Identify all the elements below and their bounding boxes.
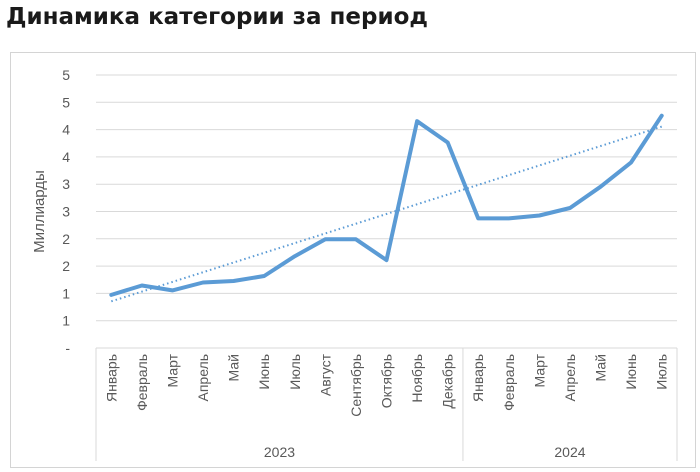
series-group [109,113,664,297]
y-tick-label: 2 [62,258,70,274]
x-tick-label: Май [593,354,609,381]
x-tick-label: Декабрь [440,354,456,409]
x-tick-label: Июнь [623,354,639,390]
page-title: Динамика категории за период [6,4,428,30]
x-tick-label: Июнь [256,354,272,390]
line-chart: - 1 1 2 2 3 3 4 4 5 5 Миллиарды Январь Февраль Март А… [31,67,678,461]
x-tick-label: Март [164,353,180,387]
y-tick-label: 5 [62,94,70,110]
y-tick-label: - [65,340,70,356]
y-axis-tick-labels: - 1 1 2 2 3 3 4 4 5 5 [62,67,70,356]
y-tick-label: 2 [62,231,70,247]
x-tick-label: Июль [654,354,670,390]
year-label: 2023 [264,444,295,460]
x-tick-label: Май [226,354,242,381]
y-tick-label: 1 [62,313,70,329]
y-tick-label: 4 [62,149,70,165]
x-tick-label: Март [531,353,547,387]
x-tick-label: Февраль [501,354,517,411]
x-tick-label: Ноябрь [409,354,425,403]
series-line [109,113,664,297]
y-tick-label: 3 [62,176,70,192]
x-tick-label: Октябрь [379,354,395,408]
y-tick-label: 5 [62,67,70,83]
y-tick-label: 4 [62,122,70,138]
x-tick-label: Август [317,353,333,396]
gridlines [96,74,677,349]
x-tick-label: Июль [287,354,303,390]
x-tick-label: Январь [470,354,486,402]
chart-frame: - 1 1 2 2 3 3 4 4 5 5 Миллиарды Январь Февраль Март А… [10,52,696,468]
x-tick-label: Апрель [195,354,211,402]
y-tick-label: 3 [62,204,70,220]
y-axis-title: Миллиарды [31,170,48,253]
x-tick-label: Февраль [134,354,150,411]
year-label: 2024 [554,444,585,460]
x-tick-label: Сентябрь [348,354,364,417]
trendline [110,125,663,303]
x-tick-label: Апрель [562,354,578,402]
x-axis: Январь Февраль Март Апрель Май Июнь Июль Август… [95,348,678,461]
x-tick-label: Январь [103,354,119,402]
y-tick-label: 1 [62,285,70,301]
trendline-group [110,125,663,303]
